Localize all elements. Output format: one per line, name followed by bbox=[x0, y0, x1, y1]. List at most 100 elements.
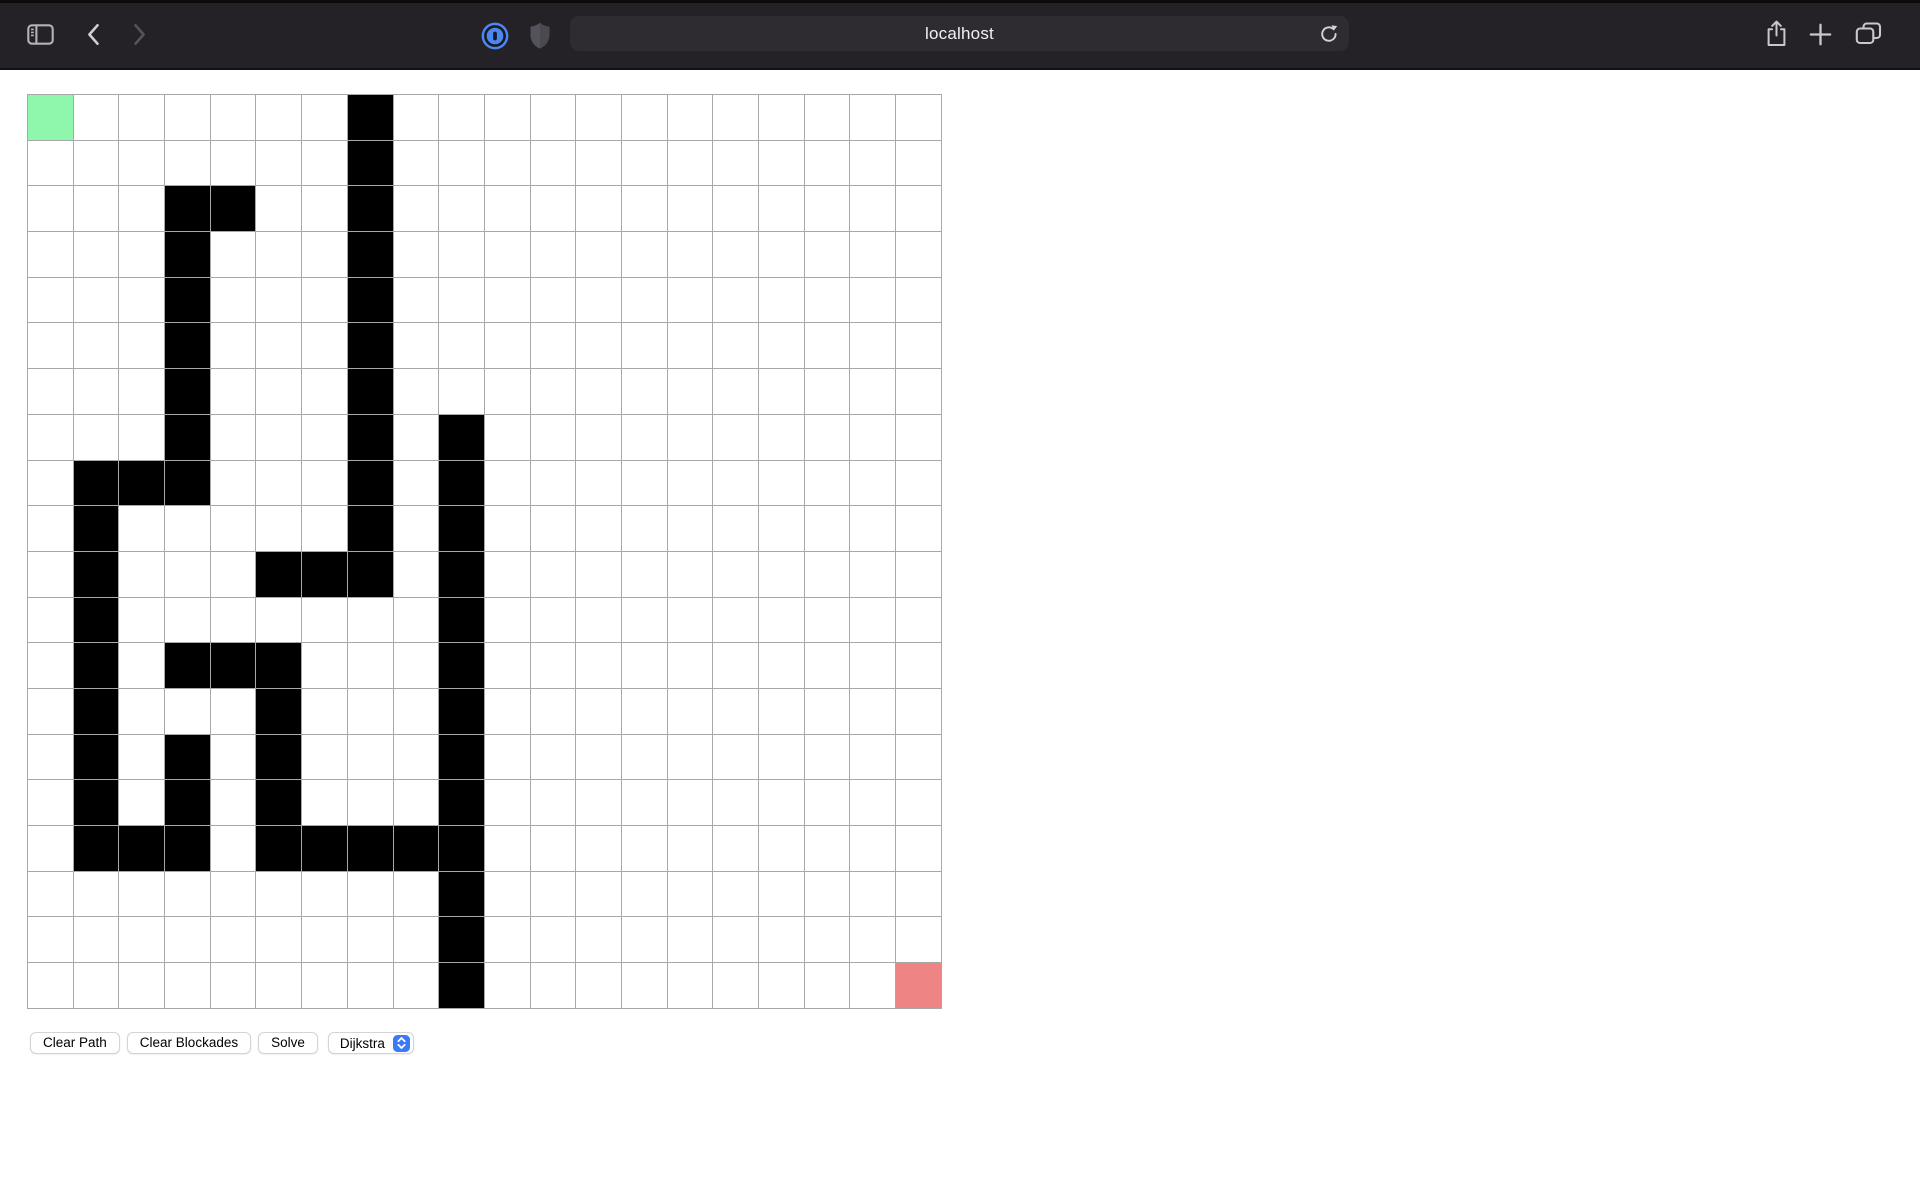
grid-cell[interactable] bbox=[758, 916, 805, 964]
grid-cell[interactable] bbox=[575, 733, 622, 781]
grid-cell[interactable] bbox=[803, 322, 851, 370]
grid-cell[interactable] bbox=[849, 231, 897, 278]
grid-cell[interactable] bbox=[301, 779, 348, 826]
grid-cell[interactable] bbox=[803, 459, 851, 507]
blockade-cell[interactable] bbox=[164, 413, 211, 461]
grid-cell[interactable] bbox=[255, 870, 303, 918]
grid-cell[interactable] bbox=[758, 962, 805, 1009]
grid-cell[interactable] bbox=[758, 276, 805, 324]
blockade-cell[interactable] bbox=[438, 870, 485, 918]
grid-cell[interactable] bbox=[392, 733, 440, 781]
grid-cell[interactable] bbox=[118, 185, 166, 233]
grid-cell[interactable] bbox=[849, 550, 897, 598]
grid-cell[interactable] bbox=[27, 185, 74, 233]
grid-cell[interactable] bbox=[209, 687, 257, 735]
grid-cell[interactable] bbox=[209, 916, 257, 964]
grid-cell[interactable] bbox=[758, 231, 805, 278]
grid-cell[interactable] bbox=[529, 413, 577, 461]
grid-cell[interactable] bbox=[72, 322, 120, 370]
grid-cell[interactable] bbox=[895, 368, 942, 415]
grid-cell[interactable] bbox=[164, 870, 211, 918]
grid-cell[interactable] bbox=[392, 94, 440, 141]
grid-cell[interactable] bbox=[118, 139, 166, 187]
grid-cell[interactable] bbox=[27, 459, 74, 507]
grid-cell[interactable] bbox=[895, 596, 942, 644]
grid-cell[interactable] bbox=[758, 139, 805, 187]
grid-cell[interactable] bbox=[849, 596, 897, 644]
blockade-cell[interactable] bbox=[164, 642, 211, 689]
grid-cell[interactable] bbox=[301, 368, 348, 415]
grid-cell[interactable] bbox=[803, 870, 851, 918]
grid-cell[interactable] bbox=[758, 687, 805, 735]
grid-cell[interactable] bbox=[118, 276, 166, 324]
grid-cell[interactable] bbox=[483, 413, 531, 461]
grid-cell[interactable] bbox=[255, 962, 303, 1009]
grid-cell[interactable] bbox=[118, 870, 166, 918]
grid-cell[interactable] bbox=[164, 505, 211, 552]
blockade-cell[interactable] bbox=[346, 94, 394, 141]
grid-cell[interactable] bbox=[666, 185, 714, 233]
grid-cell[interactable] bbox=[849, 779, 897, 826]
grid-cell[interactable] bbox=[849, 642, 897, 689]
back-button[interactable] bbox=[86, 23, 101, 46]
grid-cell[interactable] bbox=[392, 596, 440, 644]
grid-cell[interactable] bbox=[620, 596, 668, 644]
grid-cell[interactable] bbox=[712, 687, 759, 735]
grid-cell[interactable] bbox=[529, 94, 577, 141]
grid-cell[interactable] bbox=[712, 185, 759, 233]
blockade-cell[interactable] bbox=[346, 459, 394, 507]
grid-cell[interactable] bbox=[392, 185, 440, 233]
grid-cell[interactable] bbox=[849, 322, 897, 370]
grid-cell[interactable] bbox=[483, 733, 531, 781]
blockade-cell[interactable] bbox=[346, 550, 394, 598]
grid-cell[interactable] bbox=[529, 459, 577, 507]
blockade-cell[interactable] bbox=[392, 825, 440, 872]
grid-cell[interactable] bbox=[346, 962, 394, 1009]
grid-cell[interactable] bbox=[483, 550, 531, 598]
grid-cell[interactable] bbox=[712, 322, 759, 370]
grid-cell[interactable] bbox=[164, 916, 211, 964]
grid-cell[interactable] bbox=[712, 231, 759, 278]
grid-cell[interactable] bbox=[529, 870, 577, 918]
grid-cell[interactable] bbox=[666, 231, 714, 278]
grid-cell[interactable] bbox=[529, 733, 577, 781]
grid-cell[interactable] bbox=[895, 459, 942, 507]
grid-cell[interactable] bbox=[209, 733, 257, 781]
grid-cell[interactable] bbox=[27, 733, 74, 781]
share-button[interactable] bbox=[1765, 19, 1788, 48]
grid-cell[interactable] bbox=[666, 779, 714, 826]
grid-cell[interactable] bbox=[849, 139, 897, 187]
grid-cell[interactable] bbox=[255, 413, 303, 461]
grid-cell[interactable] bbox=[27, 322, 74, 370]
grid-cell[interactable] bbox=[27, 413, 74, 461]
grid-cell[interactable] bbox=[392, 413, 440, 461]
blockade-cell[interactable] bbox=[72, 596, 120, 644]
grid-cell[interactable] bbox=[895, 687, 942, 735]
blockade-cell[interactable] bbox=[301, 550, 348, 598]
grid-cell[interactable] bbox=[758, 322, 805, 370]
grid-cell[interactable] bbox=[575, 322, 622, 370]
grid-cell[interactable] bbox=[209, 322, 257, 370]
grid-cell[interactable] bbox=[118, 733, 166, 781]
grid-cell[interactable] bbox=[849, 687, 897, 735]
grid-cell[interactable] bbox=[301, 642, 348, 689]
grid-cell[interactable] bbox=[666, 276, 714, 324]
grid-cell[interactable] bbox=[483, 779, 531, 826]
grid-cell[interactable] bbox=[620, 505, 668, 552]
grid-cell[interactable] bbox=[712, 916, 759, 964]
grid-cell[interactable] bbox=[620, 962, 668, 1009]
grid-cell[interactable] bbox=[255, 94, 303, 141]
grid-cell[interactable] bbox=[118, 916, 166, 964]
new-tab-button[interactable] bbox=[1808, 22, 1833, 47]
grid-cell[interactable] bbox=[803, 185, 851, 233]
grid-cell[interactable] bbox=[164, 962, 211, 1009]
blockade-cell[interactable] bbox=[438, 642, 485, 689]
blockade-cell[interactable] bbox=[346, 276, 394, 324]
grid-cell[interactable] bbox=[209, 505, 257, 552]
grid-cell[interactable] bbox=[758, 596, 805, 644]
grid-cell[interactable] bbox=[118, 779, 166, 826]
grid-cell[interactable] bbox=[712, 825, 759, 872]
grid-cell[interactable] bbox=[895, 642, 942, 689]
grid-cell[interactable] bbox=[209, 870, 257, 918]
grid-cell[interactable] bbox=[895, 550, 942, 598]
